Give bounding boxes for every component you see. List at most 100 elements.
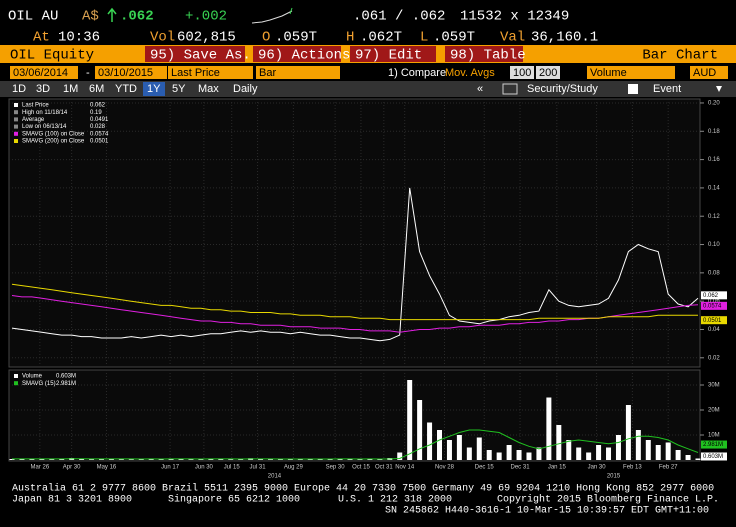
lower-study-box[interactable] (587, 66, 675, 79)
frequency-select[interactable]: Daily (233, 83, 258, 95)
start-date-box[interactable] (10, 66, 78, 79)
volume-average (12, 429, 699, 460)
y-tick-label: 0.02 (708, 355, 720, 361)
charts: 0.02 0.04 0.06 0.08 0.10 0.12 0.14 0.16 0.18 0.20… (9, 99, 727, 480)
legend-value: 0.0501 (90, 139, 109, 145)
currency-select[interactable]: AUD (693, 67, 716, 79)
volume-bar (417, 400, 423, 460)
x-tick-label: Mar 26 (30, 465, 49, 471)
y-tick-label: 0.10 (708, 242, 720, 248)
studies-label[interactable]: Mov. Avgs (445, 67, 495, 79)
volume-bar (606, 447, 612, 460)
stat-label: L (420, 30, 428, 46)
compare-button[interactable]: 1) Compare (388, 67, 446, 79)
ma-period[interactable]: 200 (539, 67, 557, 79)
study-icon (502, 83, 518, 95)
volume-bar (89, 459, 95, 460)
tool-button[interactable]: Security/Study (527, 83, 598, 95)
period-button[interactable]: 5Y (172, 83, 186, 95)
selected-period (143, 82, 165, 96)
start-date[interactable]: 03/06/2014 (13, 67, 68, 79)
volume-bar (357, 459, 363, 460)
volume-bar (397, 452, 403, 460)
volume-bar (635, 430, 641, 460)
period-button[interactable]: 1M (63, 83, 78, 95)
volume-bar (277, 459, 283, 460)
volume-bar (188, 459, 194, 460)
ma-period[interactable]: 100 (513, 67, 531, 79)
style-select[interactable]: Bar (259, 67, 276, 79)
view-name: Bar Chart (642, 48, 718, 64)
x-tick-label: Oct 15 (352, 465, 370, 471)
x-tick-label: May 16 (97, 465, 117, 471)
menu-button[interactable] (253, 46, 341, 62)
period-button[interactable]: Max (198, 83, 219, 95)
tool-button[interactable]: Event (653, 83, 681, 95)
legend-label: High on 11/18/14 (22, 110, 68, 116)
x-tick-label: Dec 31 (511, 465, 531, 471)
volume-bar (596, 445, 602, 460)
volume-bar (158, 459, 164, 460)
y-tick-label: 0.08 (708, 270, 720, 276)
volume-bar (446, 440, 452, 460)
menu-button-label[interactable]: 96) Actions (258, 48, 350, 64)
ma-period-box[interactable] (510, 66, 534, 79)
dropdown-icon[interactable] (716, 86, 722, 92)
ma-period-box[interactable] (536, 66, 560, 79)
x-tick-label: Apr 30 (63, 465, 81, 471)
field-select-box[interactable] (168, 66, 253, 79)
last-value-label: 0.062 (703, 293, 719, 299)
last-value-badge (701, 316, 727, 325)
period-bar (0, 81, 736, 97)
volume-bar (79, 459, 85, 460)
stat-label: O (262, 30, 270, 46)
legend-swatch (14, 117, 18, 122)
year-label: 2015 (607, 474, 621, 480)
footer: Australia 61 2 9777 8600 Brazil 5511 239… (12, 483, 719, 517)
volume-bar (347, 459, 353, 460)
date-separator: - (86, 67, 90, 79)
period-button[interactable]: 3D (36, 83, 50, 95)
volume-bar (377, 459, 383, 460)
currency: A$ (82, 9, 99, 25)
period-button[interactable]: 6M (89, 83, 104, 95)
volume-bar (625, 405, 631, 460)
end-date-box[interactable] (95, 66, 167, 79)
end-date[interactable]: 03/10/2015 (98, 67, 153, 79)
volume-bar (208, 459, 214, 460)
x-tick-label: Jun 17 (161, 465, 180, 471)
lower-study[interactable]: Volume (590, 67, 627, 79)
y-tick-label: 0.14 (708, 185, 720, 191)
menu-button[interactable] (350, 46, 436, 62)
menu-button-label[interactable]: 97) Edit (355, 48, 422, 64)
style-select-box[interactable] (256, 66, 340, 79)
field-select[interactable]: Last Price (171, 67, 220, 79)
legend-value: 0.603M (56, 374, 76, 380)
legend-label: Low on 06/13/14 (22, 124, 67, 130)
volume-bar (466, 447, 472, 460)
menu-button[interactable] (145, 46, 245, 62)
legend-swatch (14, 381, 18, 386)
volume-bar (228, 459, 234, 460)
legend: Last Price 0.062 High on 11/18/14 0.19 Avera… (14, 103, 109, 145)
sparkline-icon (251, 10, 293, 24)
x-tick-label: Jan 15 (548, 465, 567, 471)
moving-average (11, 283, 699, 321)
stat-value: 36,160.1 (531, 30, 598, 46)
change: +.002 (185, 9, 227, 25)
volume-bar (586, 452, 592, 460)
collapse-icon[interactable]: « (477, 83, 483, 95)
x-tick-label: Jun 30 (195, 465, 214, 471)
moving-average (11, 295, 699, 333)
menu-button-label[interactable]: 98) Table (450, 48, 526, 64)
period-button[interactable]: 1D (12, 83, 26, 95)
currency-select-box[interactable] (690, 66, 728, 79)
y-tick-label: 0.04 (708, 327, 720, 333)
period-button[interactable]: YTD (115, 83, 137, 95)
volume-bar (665, 442, 671, 460)
legend-value: 0.0574 (90, 131, 109, 137)
period-button[interactable]: 1Y (147, 83, 161, 95)
volume-bar (486, 450, 492, 460)
menu-button[interactable] (445, 46, 523, 62)
menu-button-label[interactable]: 95) Save As... (150, 48, 268, 64)
